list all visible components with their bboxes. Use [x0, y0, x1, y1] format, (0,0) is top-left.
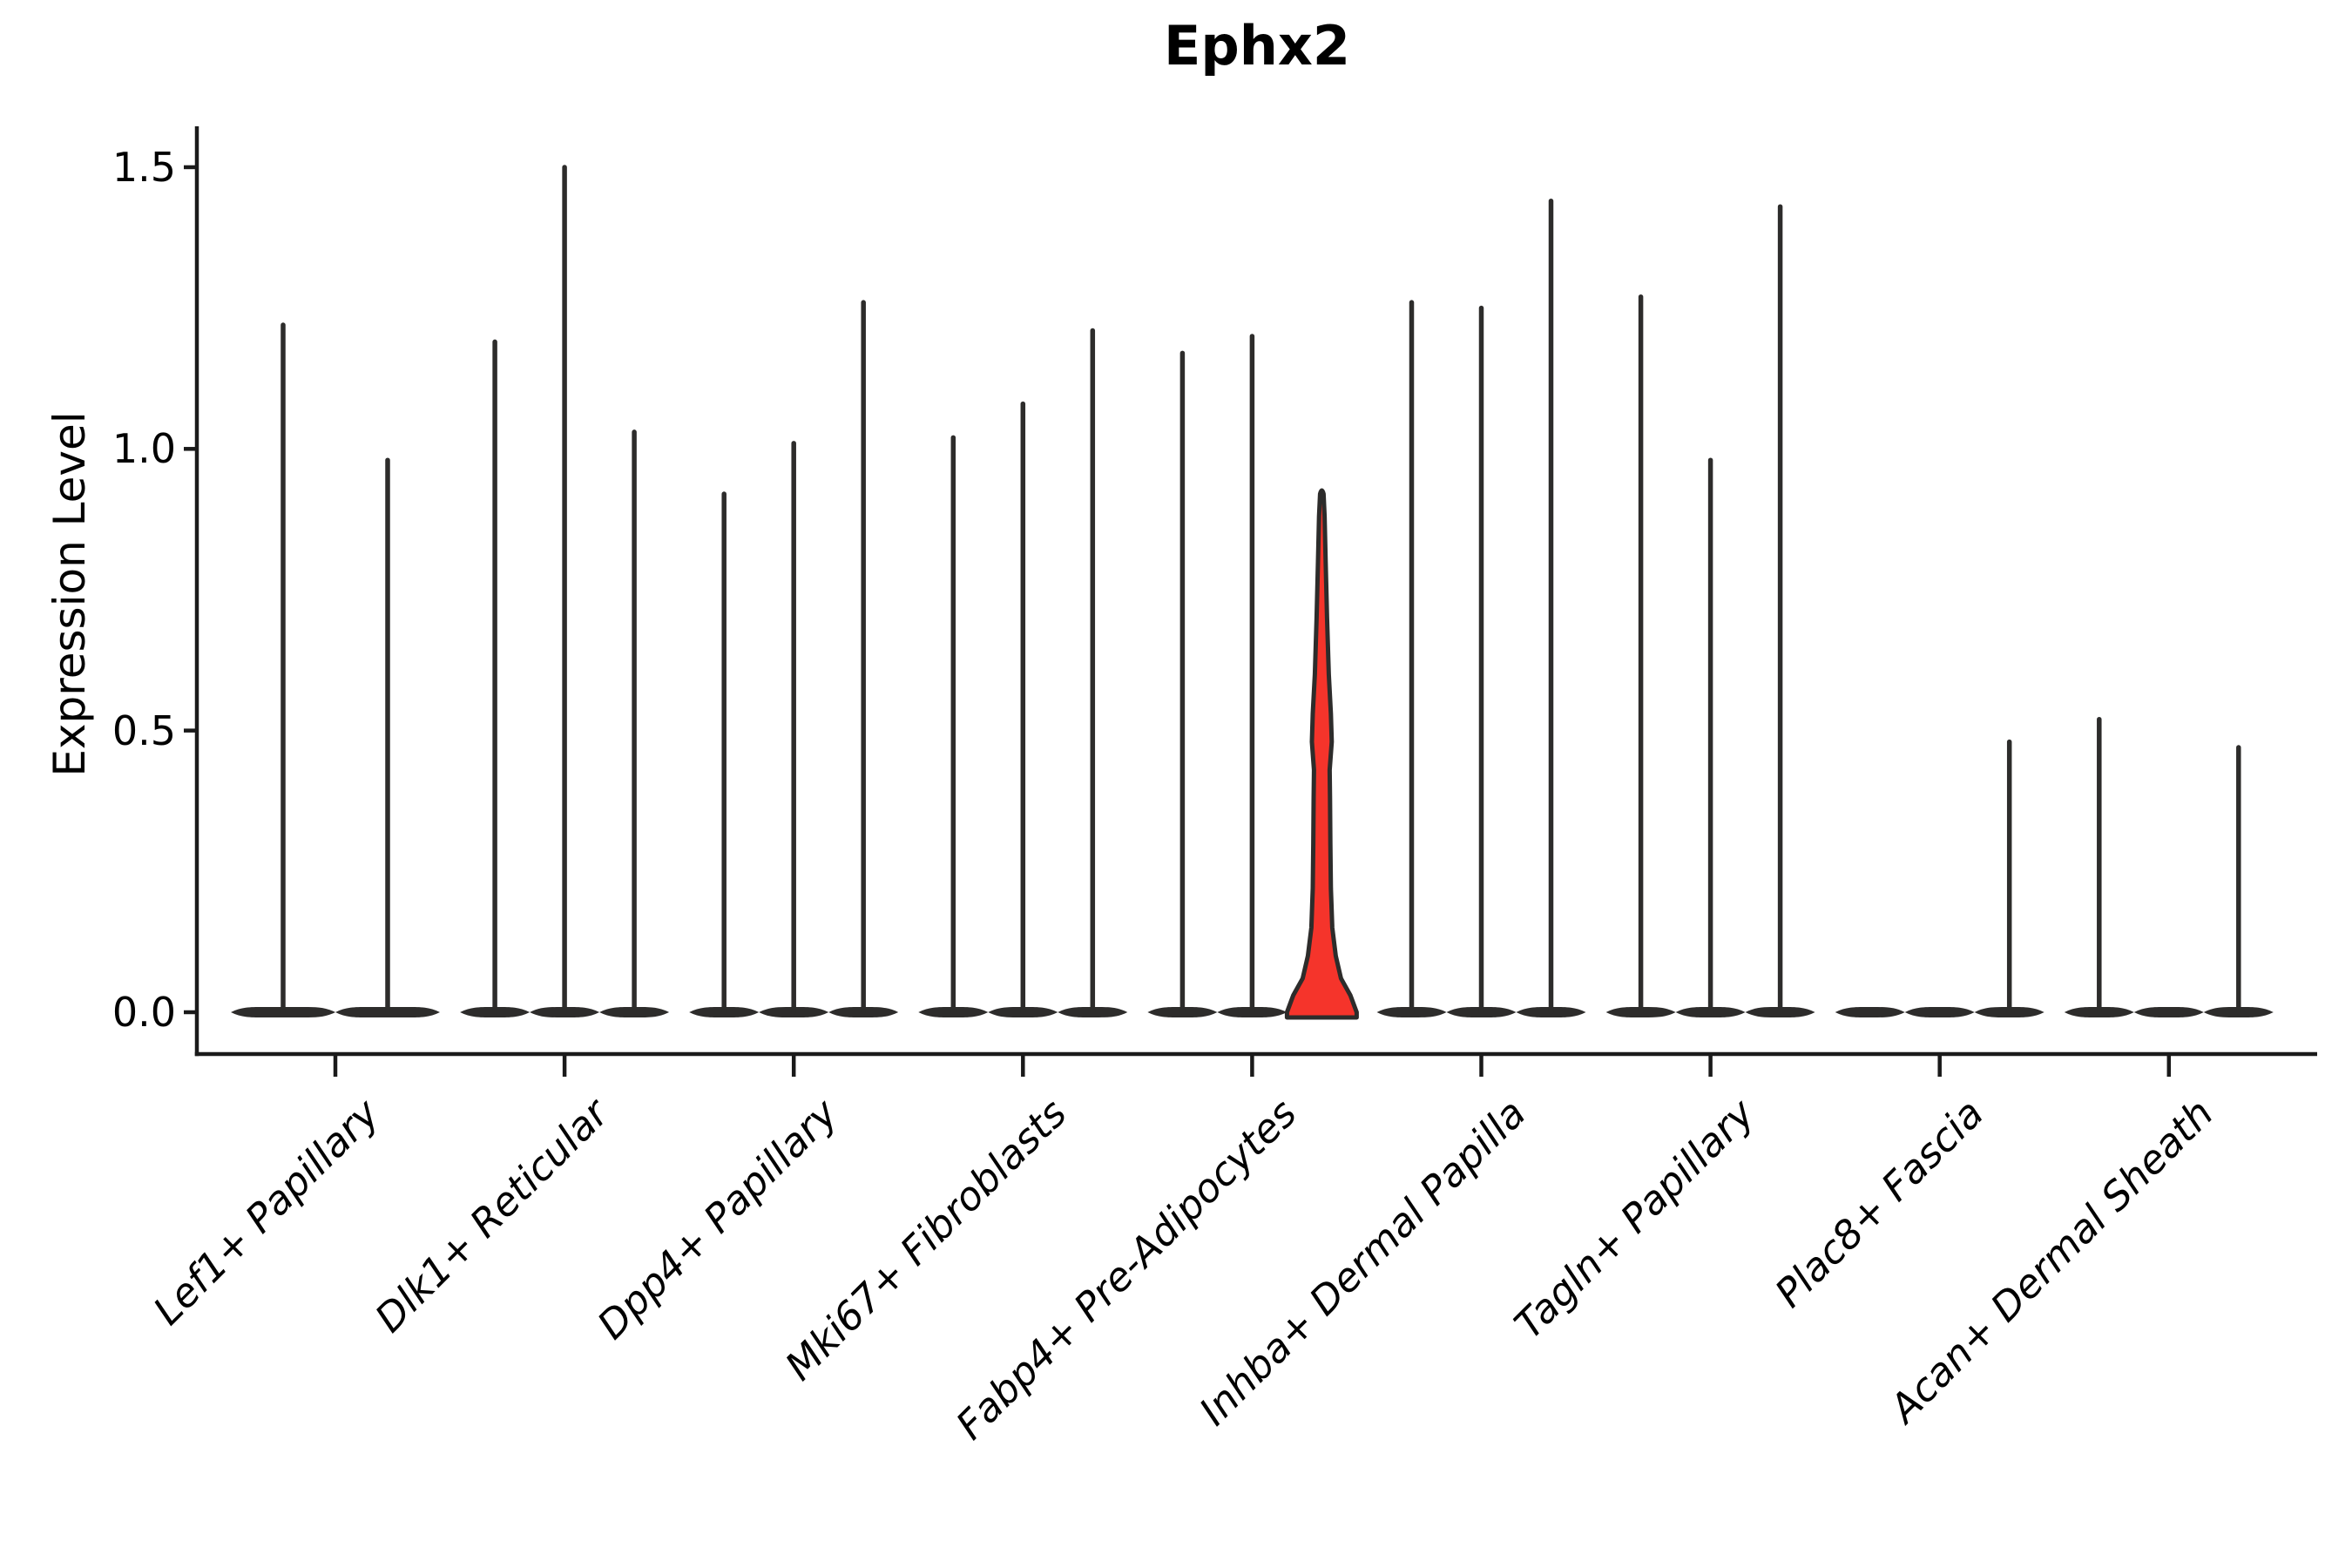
violin-base — [1835, 1007, 1905, 1017]
y-tick-label: 0.5 — [112, 706, 176, 754]
violin-highlighted — [1284, 488, 1359, 1020]
y-tick-label: 1.0 — [112, 425, 176, 473]
violin-base — [1904, 1007, 1975, 1017]
y-tick-label: 1.5 — [112, 143, 176, 191]
plot-title: Ephx2 — [1163, 14, 1350, 78]
y-tick-label: 0.0 — [112, 989, 176, 1036]
violin-base — [2133, 1007, 2204, 1017]
